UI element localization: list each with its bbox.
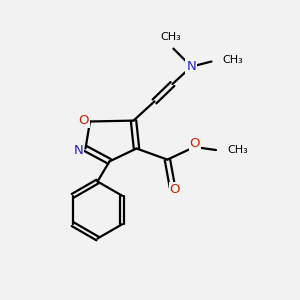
Text: N: N [187, 60, 196, 73]
Text: O: O [190, 137, 200, 150]
Text: O: O [170, 183, 180, 196]
Text: O: O [78, 113, 89, 127]
Text: CH₃: CH₃ [160, 32, 181, 42]
Text: CH₃: CH₃ [222, 55, 243, 65]
Text: N: N [74, 143, 83, 157]
Text: CH₃: CH₃ [227, 145, 248, 155]
